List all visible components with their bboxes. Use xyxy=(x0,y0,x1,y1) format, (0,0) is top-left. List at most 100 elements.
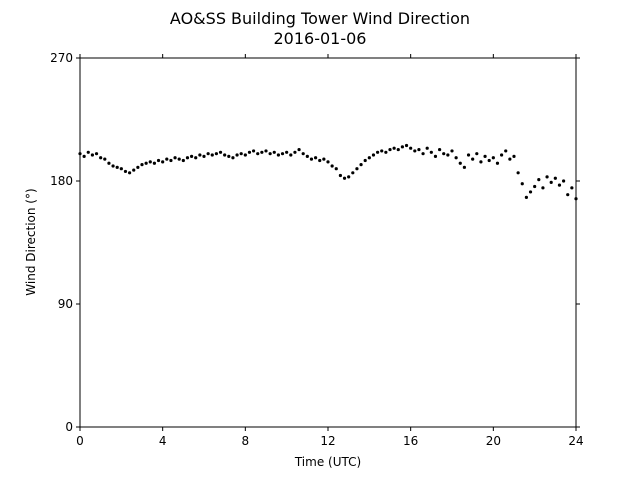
data-point xyxy=(136,165,140,169)
data-point xyxy=(342,176,347,180)
data-point xyxy=(512,154,516,158)
data-point xyxy=(520,182,524,186)
data-point xyxy=(301,152,305,156)
data-point xyxy=(388,147,392,152)
data-point xyxy=(239,152,243,156)
data-point xyxy=(243,153,247,157)
data-point xyxy=(252,149,256,153)
data-point xyxy=(156,158,161,163)
data-point xyxy=(272,150,276,154)
data-point xyxy=(314,156,318,160)
data-point xyxy=(562,179,566,183)
data-point xyxy=(404,143,409,148)
data-point xyxy=(392,146,396,150)
y-axis-label: Wind Direction (°) xyxy=(24,188,38,295)
data-point xyxy=(128,171,132,175)
data-point xyxy=(161,160,165,164)
data-point xyxy=(210,153,214,157)
data-point xyxy=(218,150,223,154)
data-point xyxy=(231,156,235,160)
data-point xyxy=(206,152,210,156)
y-tick-label: 0 xyxy=(65,420,73,434)
data-point xyxy=(326,160,330,164)
x-axis-label: Time (UTC) xyxy=(294,455,361,469)
x-tick-label: 4 xyxy=(159,434,167,448)
data-point xyxy=(123,169,128,174)
data-point xyxy=(285,150,289,154)
data-point xyxy=(442,152,446,156)
data-point xyxy=(504,149,508,153)
data-point xyxy=(355,167,359,171)
data-point xyxy=(107,161,111,165)
data-point xyxy=(280,152,285,156)
x-tick-label: 20 xyxy=(486,434,501,448)
data-point xyxy=(268,152,272,156)
data-point xyxy=(433,154,438,158)
data-point xyxy=(181,158,185,163)
data-point xyxy=(454,156,458,160)
data-point xyxy=(185,156,190,160)
data-point xyxy=(223,153,227,157)
y-tick-label: 270 xyxy=(50,51,73,65)
data-point xyxy=(413,149,417,153)
x-tick-label: 24 xyxy=(568,434,583,448)
data-point xyxy=(491,156,495,160)
data-point xyxy=(140,163,144,167)
data-point xyxy=(330,164,334,168)
data-point xyxy=(82,154,86,158)
data-point xyxy=(227,154,231,158)
data-point xyxy=(103,157,107,161)
data-point xyxy=(202,154,206,158)
data-point xyxy=(438,147,442,152)
data-point xyxy=(363,158,367,163)
data-point xyxy=(90,153,94,157)
data-point xyxy=(177,157,181,161)
data-point xyxy=(450,149,454,153)
data-point xyxy=(533,184,537,189)
x-tick-label: 16 xyxy=(403,434,418,448)
data-point xyxy=(260,150,264,154)
data-point xyxy=(425,146,429,150)
chart-subtitle: 2016-01-06 xyxy=(274,29,367,48)
data-point xyxy=(537,178,541,182)
data-point xyxy=(524,195,529,199)
data-point xyxy=(86,150,90,154)
data-point xyxy=(165,157,169,161)
data-point xyxy=(557,183,562,187)
data-point xyxy=(380,149,384,153)
data-point xyxy=(318,158,322,163)
data-point xyxy=(553,176,557,180)
data-point xyxy=(400,145,404,149)
data-point xyxy=(396,147,400,152)
data-point xyxy=(173,156,177,160)
data-point xyxy=(466,153,471,157)
data-point xyxy=(322,157,326,161)
data-point xyxy=(115,165,119,169)
data-point xyxy=(309,157,314,161)
data-point xyxy=(247,150,252,154)
data-point xyxy=(479,160,483,164)
data-point xyxy=(152,161,156,165)
y-tick-label: 180 xyxy=(50,174,73,188)
data-point xyxy=(495,161,500,165)
data-point xyxy=(338,173,342,178)
data-point xyxy=(169,158,173,163)
data-point xyxy=(144,161,148,165)
data-point xyxy=(384,150,388,154)
data-point xyxy=(446,153,450,157)
data-point xyxy=(276,153,280,157)
data-point xyxy=(190,154,194,158)
data-point xyxy=(483,154,487,158)
plot-frame xyxy=(79,57,577,428)
data-point xyxy=(508,157,512,161)
data-point xyxy=(429,150,433,154)
data-point xyxy=(347,175,351,179)
data-point xyxy=(256,152,260,156)
data-point xyxy=(359,163,363,167)
data-point xyxy=(462,165,466,169)
data-point xyxy=(541,186,545,190)
data-point xyxy=(409,146,413,150)
data-point xyxy=(528,190,533,194)
y-tick-label: 90 xyxy=(58,297,73,311)
